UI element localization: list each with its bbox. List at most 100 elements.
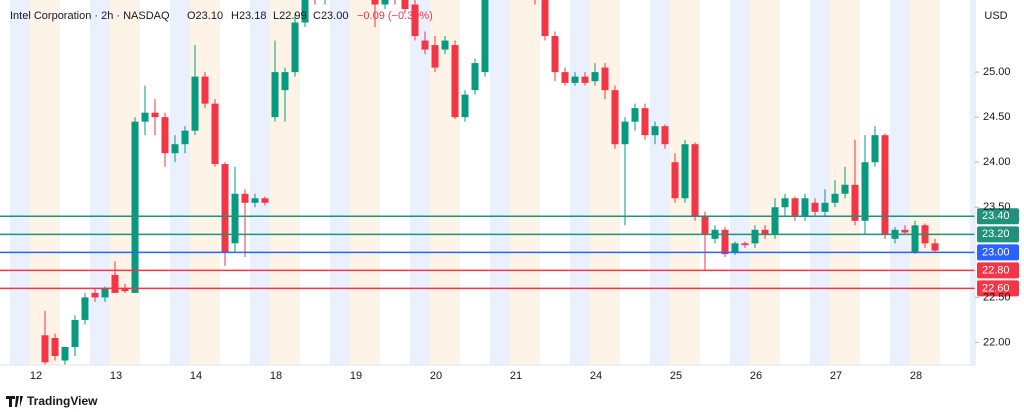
session-band (590, 0, 600, 365)
candle-body (61, 346, 69, 361)
y-tick-label: 22.50 (983, 291, 1011, 303)
session-band (610, 0, 620, 365)
session-band (430, 0, 440, 365)
candle-body (201, 76, 209, 104)
candle-body (541, 0, 549, 37)
candle-body (741, 243, 749, 246)
session-band (260, 0, 270, 365)
session-band (920, 0, 930, 365)
session-band (770, 0, 780, 365)
candle-body (591, 72, 599, 82)
price-level-tag (977, 208, 1019, 225)
candle-body (781, 198, 789, 208)
brand-logo (6, 396, 23, 407)
y-tick-label: 24.50 (983, 111, 1011, 123)
session-band (90, 0, 100, 365)
candle-body (681, 144, 689, 199)
session-band (170, 0, 180, 365)
candle-body (251, 198, 259, 203)
x-tick-label: 21 (510, 370, 522, 382)
session-band (20, 0, 30, 365)
x-tick-label: 18 (270, 370, 282, 382)
candle-body (471, 63, 479, 91)
candle-body (901, 229, 909, 233)
x-tick-label: 13 (110, 370, 122, 382)
session-band (270, 0, 280, 365)
candle-body (911, 225, 919, 253)
axes: USD 22.00 22.50 23.50 24.00 24.50 25.00 12 13 14… (0, 0, 1011, 382)
candle-body (751, 229, 759, 244)
x-tick-label: 14 (190, 370, 202, 382)
price-level-label: 23.40 (982, 210, 1010, 222)
candle-body (181, 130, 189, 145)
y-tick-label: 25.00 (983, 66, 1011, 78)
candle-body (461, 94, 469, 118)
candle-body (221, 164, 229, 253)
price-level-label: 22.60 (982, 282, 1010, 294)
ohlc-low: L22.99 (273, 10, 307, 22)
candle-body (41, 335, 49, 363)
candle-body (241, 193, 249, 203)
candle-body (421, 40, 429, 50)
candle-body (81, 297, 89, 320)
symbol-title: Intel Corporation · 2h · NASDAQ (10, 10, 170, 22)
session-band (440, 0, 450, 365)
candle-body (581, 76, 589, 83)
candle-body (671, 162, 679, 199)
session-band (10, 0, 20, 365)
candle-body (841, 184, 849, 194)
session-band (190, 0, 200, 365)
session-band (110, 0, 120, 365)
session-band (910, 0, 920, 365)
x-tick-label: 25 (670, 370, 682, 382)
candle-body (301, 0, 309, 23)
candle-body (371, 0, 379, 5)
candle-body (481, 0, 489, 73)
candle-body (791, 198, 799, 217)
y-tick-label: 24.00 (983, 156, 1011, 168)
price-level-tag (977, 280, 1019, 297)
session-band (580, 0, 590, 365)
x-tick-label: 27 (830, 370, 842, 382)
session-band (250, 0, 260, 365)
candle-body (701, 216, 709, 235)
session-band (370, 0, 380, 365)
ohlc-close: C23.00 (313, 10, 348, 22)
brand: TradingView (6, 394, 98, 408)
x-tick-label: 20 (430, 370, 442, 382)
x-tick-label: 28 (910, 370, 922, 382)
candle-body (451, 45, 459, 118)
session-band (500, 0, 510, 365)
brand-name: TradingView (27, 394, 98, 408)
session-band (740, 0, 750, 365)
candle-body (831, 193, 839, 203)
session-band (200, 0, 210, 365)
candle-body (111, 274, 119, 293)
candle-body (51, 337, 59, 356)
candle-body (651, 126, 659, 136)
candle-body (821, 202, 829, 212)
candle-body (691, 144, 699, 217)
candle-body (91, 292, 99, 298)
ohlc-high: H23.18 (231, 10, 266, 22)
session-band (210, 0, 220, 365)
session-band (360, 0, 370, 365)
session-band (490, 0, 500, 365)
candle-body (191, 76, 199, 131)
candle-body (631, 108, 639, 122)
price-level-label: 23.20 (982, 228, 1010, 240)
session-band (330, 0, 340, 365)
currency: USD (984, 10, 1007, 22)
candle-body (871, 135, 879, 163)
candle-body (661, 126, 669, 145)
candle-body (131, 121, 139, 293)
candle-body (721, 229, 729, 255)
session-band (120, 0, 130, 365)
candle-body (761, 229, 769, 235)
y-tick-label: 23.50 (983, 201, 1011, 213)
price-level-tag (977, 226, 1019, 243)
session-band (970, 0, 975, 365)
session-band (930, 0, 940, 365)
candle-body (431, 45, 439, 68)
